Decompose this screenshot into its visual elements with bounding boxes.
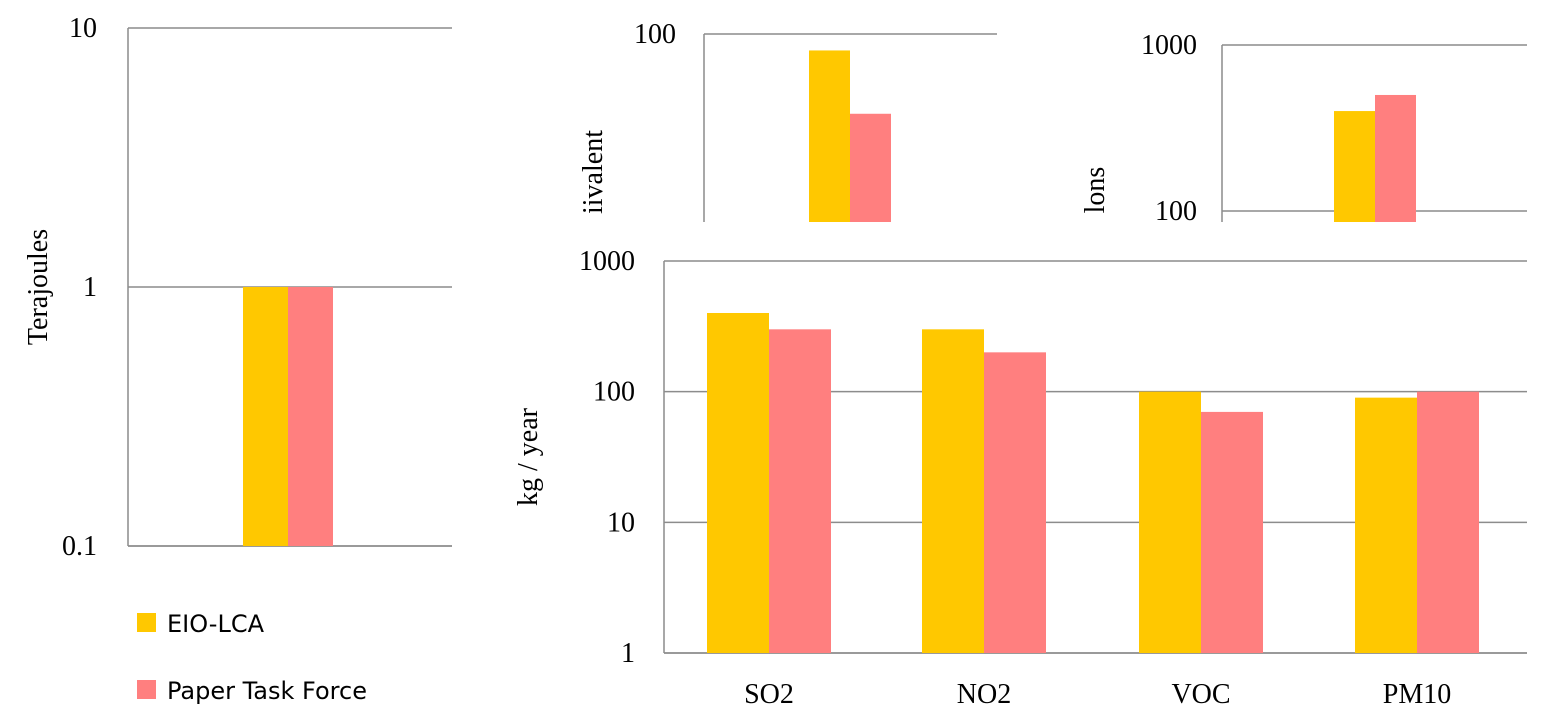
bar-eio-lca bbox=[1334, 111, 1375, 222]
legend-swatch-paper-task-force bbox=[137, 680, 156, 699]
bar-paper-task-force bbox=[288, 287, 333, 546]
legend: EIO-LCA Paper Task Force bbox=[137, 610, 367, 705]
y-tick-label: 100 bbox=[1155, 196, 1197, 227]
bar-paper-task-force-no2 bbox=[984, 352, 1046, 653]
legend-label-eio-lca: EIO-LCA bbox=[167, 610, 265, 638]
bar-eio-lca bbox=[243, 287, 288, 546]
bar-eio-lca-so2 bbox=[707, 312, 769, 653]
y-axis-title: kg / year bbox=[513, 407, 544, 506]
y-tick-label: 1000 bbox=[579, 246, 635, 277]
legend-label-paper-task-force: Paper Task Force bbox=[167, 677, 367, 705]
y-tick-label: 0.1 bbox=[62, 531, 97, 562]
y-axis-title: Terajoules bbox=[23, 229, 54, 345]
x-tick-label-so2: SO2 bbox=[744, 679, 794, 710]
chart-panel-2: 100 iivalent bbox=[578, 19, 997, 223]
chart-panel-1: 10 1 0.1 Terajoules bbox=[23, 13, 452, 562]
y-tick-label: 100 bbox=[593, 377, 635, 408]
bar-paper-task-force-so2 bbox=[769, 329, 831, 653]
y-axis-title: iivalent bbox=[578, 130, 609, 214]
bar-paper-task-force bbox=[850, 113, 891, 222]
bar-eio-lca-pm10 bbox=[1355, 397, 1417, 653]
x-tick-label-no2: NO2 bbox=[957, 679, 1011, 710]
y-tick-label: 1000 bbox=[1141, 30, 1197, 61]
x-tick-label-pm10: PM10 bbox=[1383, 679, 1451, 710]
y-axis-title: lons bbox=[1080, 167, 1111, 214]
bar-eio-lca-no2 bbox=[922, 329, 984, 653]
y-tick-label: 1 bbox=[621, 638, 635, 669]
bar-eio-lca bbox=[809, 50, 850, 223]
y-tick-label: 10 bbox=[69, 13, 97, 44]
y-tick-label: 1 bbox=[83, 272, 97, 303]
chart-panel-4: 1000 100 10 1 kg / year SO2 NO2 VOC PM10 bbox=[513, 246, 1527, 710]
legend-swatch-eio-lca bbox=[137, 613, 156, 632]
chart-panel-3: 1000 100 lons bbox=[1080, 30, 1527, 227]
bar-paper-task-force-pm10 bbox=[1417, 391, 1479, 653]
bar-paper-task-force-voc bbox=[1201, 411, 1263, 653]
y-tick-label: 100 bbox=[634, 19, 676, 50]
bar-paper-task-force bbox=[1375, 94, 1416, 222]
y-tick-label: 10 bbox=[607, 507, 635, 538]
bar-eio-lca-voc bbox=[1139, 391, 1201, 653]
x-tick-label-voc: VOC bbox=[1171, 679, 1230, 710]
